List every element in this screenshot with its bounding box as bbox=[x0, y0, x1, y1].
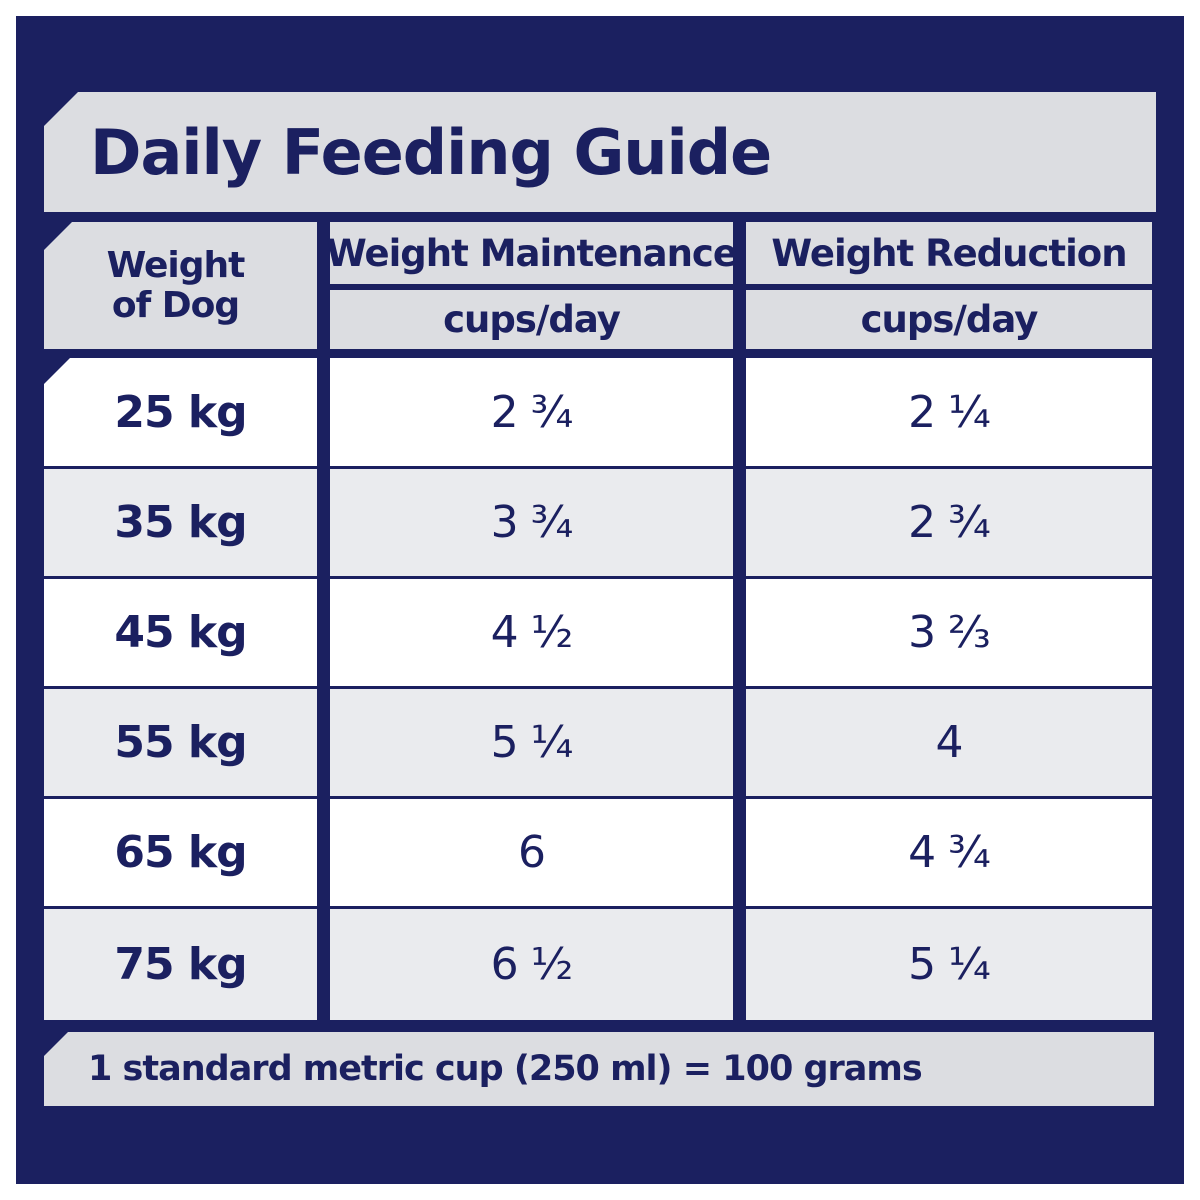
reduction-unit-label: cups/day bbox=[860, 298, 1039, 341]
weight-value: 35 kg bbox=[114, 497, 247, 548]
table-row-weight-cell: 45 kg bbox=[44, 579, 317, 686]
maintenance-unit-label: cups/day bbox=[443, 298, 621, 341]
reduction-cell: 2 ¾ bbox=[746, 469, 1152, 576]
reduction-header-label: Weight Reduction bbox=[771, 231, 1127, 275]
table-row-weight-cell: 55 kg bbox=[44, 689, 317, 796]
footer-note-bar: 1 standard metric cup (250 ml) = 100 gra… bbox=[44, 1032, 1154, 1106]
weight-header-line1: Weight bbox=[106, 244, 246, 286]
title-bar: Daily Feeding Guide bbox=[44, 92, 1156, 212]
reduction-value: 3 ⅔ bbox=[908, 607, 991, 658]
weight-value: 45 kg bbox=[114, 607, 247, 658]
maintenance-value: 4 ½ bbox=[490, 607, 574, 658]
weight-value: 55 kg bbox=[114, 717, 247, 768]
footer-note: 1 standard metric cup (250 ml) = 100 gra… bbox=[88, 1049, 923, 1089]
reduction-value: 5 ¼ bbox=[908, 939, 991, 990]
weight-value: 65 kg bbox=[114, 827, 247, 878]
maintenance-cell: 3 ¾ bbox=[330, 469, 733, 576]
maintenance-value: 5 ¼ bbox=[490, 717, 574, 768]
table-row-weight-cell: 35 kg bbox=[44, 469, 317, 576]
reduction-cell: 4 ¾ bbox=[746, 799, 1152, 906]
reduction-value: 2 ¼ bbox=[908, 386, 991, 438]
reduction-header: Weight Reduction bbox=[746, 222, 1152, 284]
reduction-cell: 4 bbox=[746, 689, 1152, 796]
weight-of-dog-header: Weight of Dog bbox=[44, 222, 317, 349]
maintenance-cell: 4 ½ bbox=[330, 579, 733, 686]
weight-value: 75 kg bbox=[114, 939, 247, 990]
maintenance-cell: 6 ½ bbox=[330, 909, 733, 1020]
maintenance-value: 6 ½ bbox=[490, 939, 574, 990]
weight-value: 25 kg bbox=[114, 386, 247, 438]
maintenance-value: 6 bbox=[518, 827, 546, 878]
reduction-cell: 5 ¼ bbox=[746, 909, 1152, 1020]
maintenance-cell: 5 ¼ bbox=[330, 689, 733, 796]
reduction-value: 4 ¾ bbox=[908, 827, 991, 878]
reduction-cell: 3 ⅔ bbox=[746, 579, 1152, 686]
maintenance-cell: 2 ¾ bbox=[330, 358, 733, 466]
table-row-weight-cell: 25 kg bbox=[44, 358, 317, 466]
reduction-value: 4 bbox=[935, 717, 964, 768]
maintenance-header-label: Weight Maintenance bbox=[326, 231, 738, 275]
maintenance-unit-header: cups/day bbox=[330, 290, 733, 349]
maintenance-header: Weight Maintenance bbox=[326, 222, 738, 284]
page-title: Daily Feeding Guide bbox=[90, 115, 772, 189]
maintenance-value: 2 ¾ bbox=[490, 386, 574, 438]
weight-header-line2: of Dog bbox=[111, 284, 240, 326]
maintenance-cell: 6 bbox=[330, 799, 733, 906]
reduction-value: 2 ¾ bbox=[908, 497, 991, 548]
maintenance-value: 3 ¾ bbox=[490, 497, 574, 548]
reduction-unit-header: cups/day bbox=[746, 290, 1152, 349]
reduction-cell: 2 ¼ bbox=[746, 358, 1152, 466]
table-row-weight-cell: 65 kg bbox=[44, 799, 317, 906]
table-row-weight-cell: 75 kg bbox=[44, 909, 317, 1020]
